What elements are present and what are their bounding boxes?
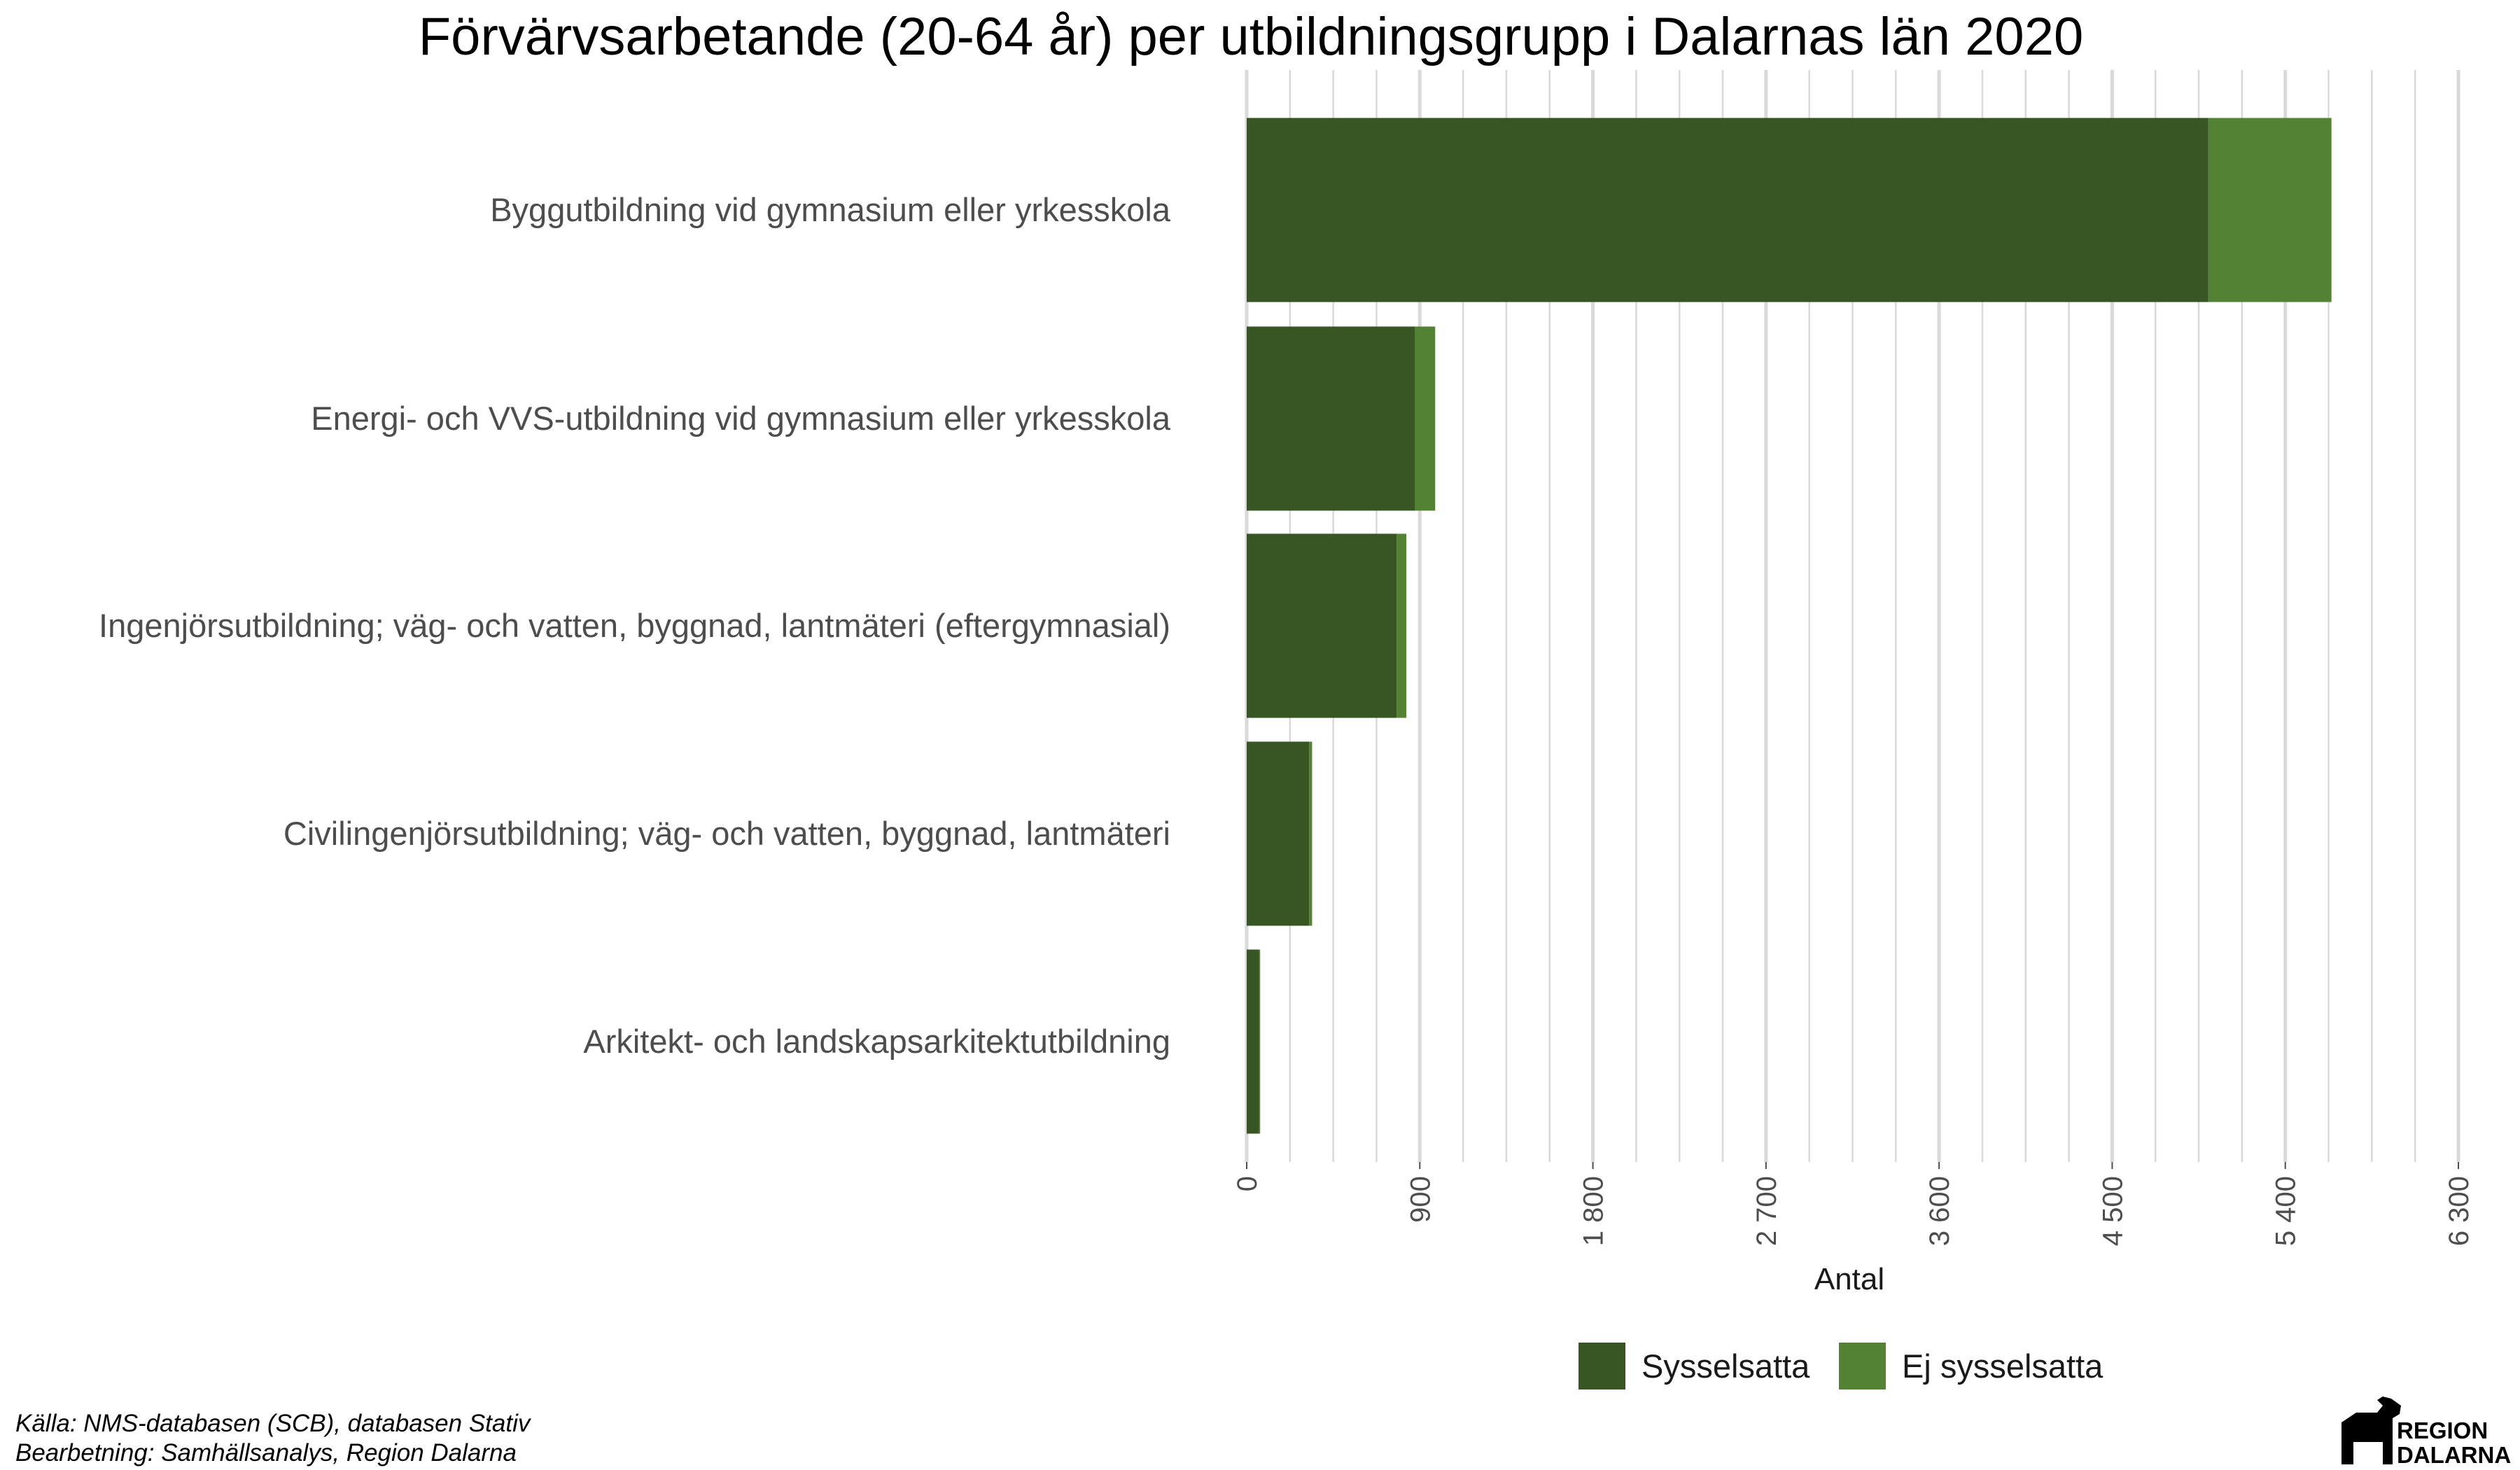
bar-ej-sysselsatta-4 (1309, 741, 1312, 926)
category-label: Ingenjörsutbildning; väg- och vatten, by… (99, 607, 1170, 644)
bar-sysselsatta-3 (1247, 533, 1397, 718)
legend-label-ej-sysselsatta: Ej sysselsatta (1902, 1348, 2104, 1385)
processing-caption: Bearbetning: Samhällsanalys, Region Dala… (15, 1439, 517, 1466)
source-caption: Källa: NMS-databasen (SCB), databasen St… (15, 1410, 532, 1437)
x-tick-label: 900 (1405, 1176, 1436, 1223)
bars (1247, 118, 2332, 1134)
logo-text-region: REGION (2397, 1418, 2488, 1443)
x-tick-label: 6 300 (2444, 1176, 2474, 1246)
category-label: Energi- och VVS-utbildning vid gymnasium… (311, 400, 1171, 437)
bar-ej-sysselsatta-1 (2208, 118, 2332, 302)
dala-horse-icon (2342, 1396, 2401, 1464)
category-label: Civilingenjörsutbildning; väg- och vatte… (284, 815, 1170, 852)
category-label: Byggutbildning vid gymnasium eller yrkes… (490, 191, 1171, 228)
chart-title: Förvärvsarbetande (20-64 år) per utbildn… (419, 7, 2084, 66)
bar-sysselsatta-4 (1247, 741, 1310, 926)
category-label: Arkitekt- och landskapsarkitektutbildnin… (583, 1023, 1170, 1060)
x-tick-label: 0 (1232, 1176, 1263, 1191)
x-axis-ticks: 0 900 1 800 2 700 3 600 4 500 5 400 6 300 (1232, 1162, 2474, 1246)
x-tick-label: 5 400 (2271, 1176, 2302, 1246)
bar-ej-sysselsatta-5 (1259, 949, 1261, 1134)
bar-sysselsatta-1 (1247, 118, 2208, 302)
category-labels: Byggutbildning vid gymnasium eller yrkes… (99, 191, 1171, 1060)
legend-swatch-sysselsatta (1578, 1343, 1625, 1390)
x-axis-title: Antal (1814, 1262, 1884, 1296)
x-tick-label: 4 500 (2097, 1176, 2128, 1246)
bar-sysselsatta-2 (1247, 326, 1415, 511)
region-dalarna-logo: REGION DALARNA (2342, 1396, 2511, 1468)
bar-ej-sysselsatta-2 (1415, 326, 1436, 511)
logo-text-dalarna: DALARNA (2397, 1442, 2511, 1468)
legend: Sysselsatta Ej sysselsatta (1578, 1343, 2104, 1390)
x-tick-label: 1 800 (1578, 1176, 1609, 1246)
legend-label-sysselsatta: Sysselsatta (1642, 1348, 1810, 1385)
x-tick-label: 3 600 (1924, 1176, 1955, 1246)
legend-swatch-ej-sysselsatta (1839, 1343, 1886, 1390)
bar-sysselsatta-5 (1247, 949, 1259, 1134)
bar-ej-sysselsatta-3 (1396, 533, 1407, 718)
x-tick-label: 2 700 (1751, 1176, 1782, 1246)
